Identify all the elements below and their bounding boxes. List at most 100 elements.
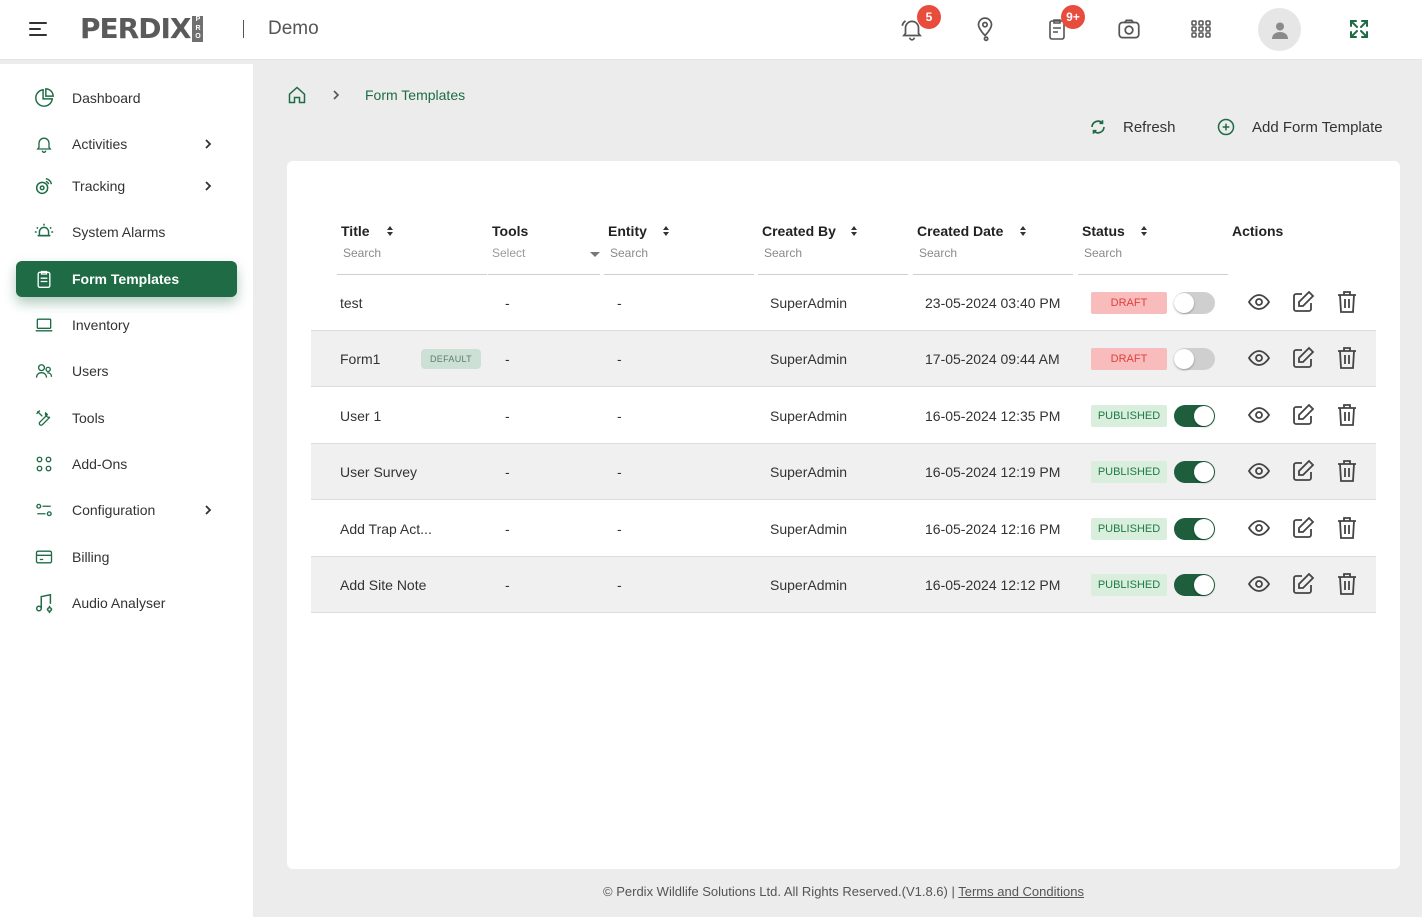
row-created-by: SuperAdmin [770,351,848,368]
trash-icon[interactable] [1334,289,1360,315]
row-entity: - [617,407,622,424]
row-entity: - [617,351,622,368]
trash-icon[interactable] [1334,345,1360,371]
status-badge: PUBLISHED [1091,574,1167,596]
alarm-icon [32,220,56,244]
sort-icon[interactable] [1139,224,1149,238]
eye-icon[interactable] [1246,402,1272,428]
edit-icon[interactable] [1290,571,1316,597]
tools-select[interactable]: Select [492,246,526,260]
table-row: test - - SuperAdmin 23-05-2024 03:40 PM DRAFT [311,275,1376,331]
entity-search-input[interactable] [610,246,730,260]
sort-icon[interactable] [385,224,395,238]
sidebar-item-dashboard[interactable]: Dashboard [16,80,237,116]
eye-icon[interactable] [1246,345,1272,371]
bell-icon [32,132,56,156]
refresh-button[interactable]: Refresh [1089,116,1176,138]
terms-link[interactable]: Terms and Conditions [958,884,1084,899]
form-icon [32,267,56,291]
edit-icon[interactable] [1290,458,1316,484]
eye-icon[interactable] [1246,571,1272,597]
row-created-by: SuperAdmin [770,577,848,593]
sidebar-item-tools[interactable]: Tools [16,400,237,436]
row-title: User 1 [340,407,382,424]
sidebar-item-configuration[interactable]: Configuration [16,492,237,528]
publish-toggle[interactable] [1174,574,1215,596]
edit-icon[interactable] [1290,515,1316,541]
eye-icon[interactable] [1246,515,1272,541]
edit-icon[interactable] [1290,345,1316,371]
trash-icon[interactable] [1334,571,1360,597]
status-badge: DRAFT [1091,348,1167,371]
chevron-right-icon [205,181,212,191]
sidebar-item-billing[interactable]: Billing [16,539,237,575]
trash-icon[interactable] [1334,402,1360,428]
edit-icon[interactable] [1290,402,1316,428]
status-search-input[interactable] [1084,246,1204,260]
column-header-actions: Actions [1232,223,1284,239]
column-header-status: Status [1078,215,1228,275]
row-tools: - [505,351,510,368]
sort-icon[interactable] [849,224,859,238]
menu-icon[interactable] [27,18,49,40]
chevron-down-icon[interactable] [590,252,600,257]
row-created-date: 16-05-2024 12:35 PM [925,407,1061,424]
row-tools: - [505,295,510,311]
sort-icon[interactable] [1018,224,1028,238]
table-row: Add Trap Act... - - SuperAdmin 16-05-2024 12… [311,501,1376,557]
breadcrumb-current: Form Templates [365,87,466,103]
title-search-input[interactable] [343,246,463,260]
publish-toggle[interactable] [1174,404,1215,427]
fullscreen-icon[interactable] [1343,13,1375,45]
trash-icon[interactable] [1334,458,1360,484]
laptop-icon [32,313,56,337]
eye-icon[interactable] [1246,458,1272,484]
publish-toggle[interactable] [1174,517,1215,540]
trash-icon[interactable] [1334,515,1360,541]
grid-icon[interactable] [1185,13,1217,45]
toggle-knob [1194,405,1214,426]
column-header-title: Title [337,215,487,275]
sidebar-item-system-alarms[interactable]: System Alarms [16,214,237,250]
publish-toggle[interactable] [1174,348,1215,371]
row-created-date: 16-05-2024 12:16 PM [925,520,1061,537]
row-title: Add Site Note [340,577,427,593]
row-tools: - [505,520,510,537]
created-by-search-input[interactable] [764,246,884,260]
row-tools: - [505,464,510,481]
created-date-search-input[interactable] [919,246,1039,260]
column-header-entity: Entity [604,215,754,275]
audio-icon [32,591,56,615]
publish-toggle[interactable] [1174,461,1215,484]
sidebar-item-add-ons[interactable]: Add-Ons [16,446,237,482]
sidebar-item-activities[interactable]: Activities [16,126,237,162]
sidebar-item-tracking[interactable]: Tracking [16,168,237,204]
row-title: User Survey [340,464,418,481]
row-created-by: SuperAdmin [770,464,848,481]
sort-icon[interactable] [661,224,671,238]
eye-icon[interactable] [1246,289,1272,315]
sidebar: Dashboard Activities Tracking System Ala… [0,64,253,917]
camera-icon[interactable] [1113,13,1145,45]
user-avatar[interactable] [1258,8,1301,51]
table-row: Form1 DEFAULT - - SuperAdmin 17-05-2024 09:44… [311,331,1376,388]
sidebar-item-users[interactable]: Users [16,353,237,389]
row-title: Add Trap Act... [340,520,432,537]
publish-toggle[interactable] [1174,292,1215,314]
sidebar-item-audio-analyser[interactable]: Audio Analyser [16,585,237,621]
toggle-knob [1174,293,1194,313]
addons-icon [32,452,56,476]
sidebar-item-form-templates[interactable]: Form Templates [16,261,237,297]
edit-icon[interactable] [1290,289,1316,315]
row-entity: - [617,295,622,311]
column-header-created-date: Created Date [913,215,1073,275]
clipboard-icon[interactable] [1041,13,1073,45]
org-name: Demo [268,18,319,39]
table-row: User Survey - - SuperAdmin 16-05-2024 12:19 … [311,444,1376,501]
map-pin-icon[interactable] [969,13,1001,45]
notification-badge: 5 [917,5,941,29]
row-tools: - [505,577,510,593]
sidebar-item-inventory[interactable]: Inventory [16,307,237,343]
home-icon[interactable] [287,85,307,105]
add-form-template-button[interactable]: Add Form Template [1216,116,1383,138]
